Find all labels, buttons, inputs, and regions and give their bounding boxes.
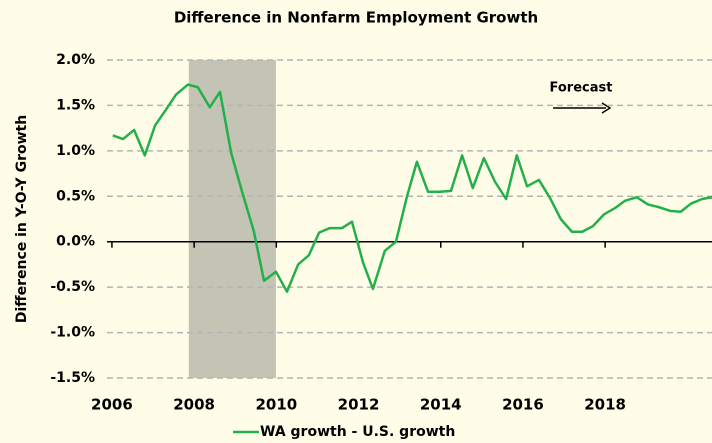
x-tick-label: 2016 [502, 396, 544, 414]
y-tick-label: 2.0% [56, 52, 95, 68]
chart-title: Difference in Nonfarm Employment Growth [174, 9, 538, 27]
y-tick-label: 0.5% [56, 188, 95, 204]
data-line [112, 83, 712, 293]
x-tick-label: 2012 [338, 396, 380, 414]
y-tick-label: 0.0% [56, 234, 95, 250]
x-tick-label: 2010 [255, 396, 297, 414]
annotation: Forecast [550, 81, 613, 96]
y-axis-label: Difference in Y-O-Y Growth [14, 115, 30, 323]
y-tick-label: -1.0% [50, 325, 95, 341]
x-tick-label: 2014 [420, 396, 462, 414]
shaded-band [188, 60, 276, 378]
y-tick-label: -1.5% [50, 370, 95, 386]
x-tick-label: 2018 [584, 396, 626, 414]
y-tick-label: 1.5% [56, 97, 95, 113]
forecast-arrowhead [601, 102, 612, 114]
legend-label: WA growth - U.S. growth [260, 424, 455, 440]
y-tick-label: 1.0% [56, 143, 95, 159]
x-tick-label: 2006 [91, 396, 133, 414]
x-tick-label: 2008 [173, 396, 215, 414]
y-tick-label: -0.5% [50, 279, 95, 295]
